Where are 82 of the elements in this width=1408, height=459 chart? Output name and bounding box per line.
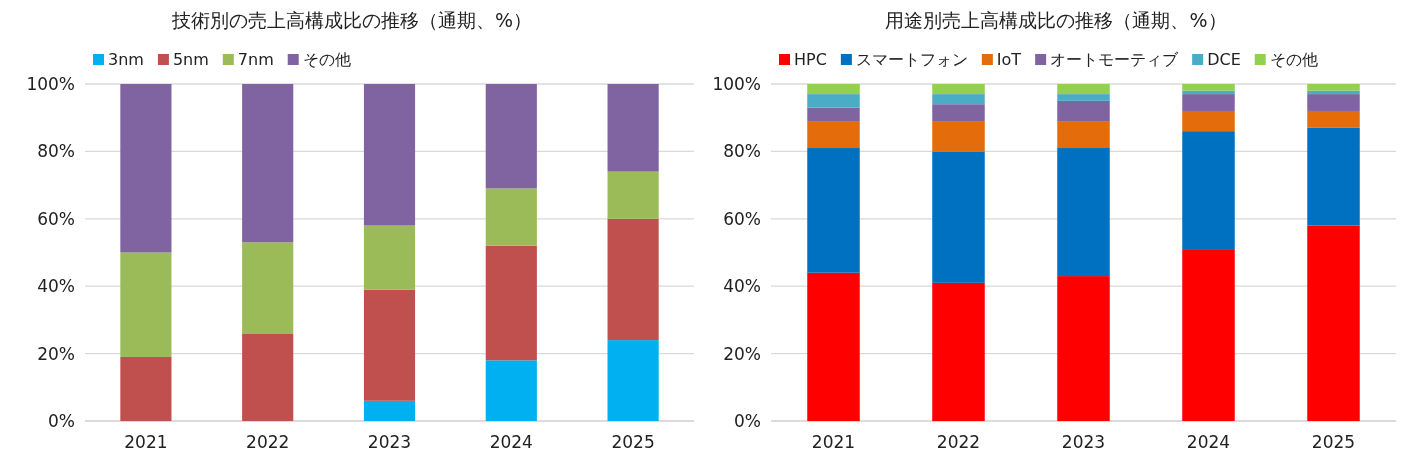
bar: [485, 188, 537, 246]
bar: [932, 104, 985, 122]
bar: [807, 148, 860, 273]
legend-label: HPC: [794, 50, 827, 69]
legend-label: 5nm: [172, 50, 209, 69]
bar: [607, 84, 659, 172]
bar: [363, 289, 416, 401]
x-tick-label: 2023: [1061, 432, 1106, 452]
x-tick-label: 2021: [124, 432, 168, 452]
bar: [932, 282, 985, 421]
legend-label: その他: [1269, 50, 1318, 69]
x-tick-label: 2024: [1186, 432, 1231, 452]
bar: [1182, 94, 1235, 111]
bar: [242, 84, 294, 243]
bar: [1307, 127, 1360, 226]
legend-label: その他: [302, 50, 351, 69]
bar: [1307, 110, 1360, 128]
bar: [1182, 249, 1235, 421]
y-tick-label: 80%: [723, 141, 761, 162]
legend-label: スマートフォン: [855, 50, 968, 69]
bar: [363, 400, 416, 421]
y-tick-label: 0%: [734, 411, 761, 431]
x-tick-label: 2021: [811, 432, 856, 452]
bar: [932, 151, 985, 283]
bar: [1057, 148, 1110, 277]
y-tick-label: 40%: [37, 276, 75, 297]
bar: [932, 84, 985, 95]
bar: [363, 84, 416, 226]
x-tick-label: 2025: [1311, 432, 1356, 452]
legend-label: 7nm: [237, 50, 274, 69]
bar: [807, 84, 860, 95]
y-tick-label: 0%: [48, 411, 75, 431]
bar: [807, 107, 860, 122]
x-tick-label: 2025: [611, 432, 655, 452]
legend-label: DCE: [1207, 50, 1241, 69]
bar: [1057, 121, 1110, 149]
bar: [120, 84, 172, 253]
x-tick-label: 2023: [367, 432, 412, 452]
bar: [1182, 131, 1235, 250]
bar: [607, 218, 659, 341]
legend-label: 3nm: [108, 50, 144, 69]
y-tick-label: 20%: [37, 343, 75, 364]
x-tick-label: 2022: [246, 432, 290, 452]
x-tick-label: 2022: [936, 432, 981, 452]
y-tick-label: 40%: [723, 276, 761, 297]
bar: [607, 171, 659, 219]
bar: [1182, 90, 1235, 95]
bar: [485, 84, 537, 189]
legend-label: オートモーティブ: [1050, 50, 1180, 69]
chart-title: 技術別の売上高構成比の推移（通期、%）: [170, 9, 533, 31]
x-tick-label: 2024: [489, 432, 533, 452]
bar: [242, 333, 294, 421]
bar: [932, 121, 985, 152]
bar: [1182, 84, 1235, 91]
bar: [1307, 84, 1360, 91]
bar: [363, 225, 416, 290]
y-tick-label: 100%: [26, 74, 75, 94]
y-tick-label: 60%: [37, 208, 75, 229]
bar: [1307, 225, 1360, 421]
bar: [485, 245, 537, 361]
bar: [1057, 94, 1110, 101]
chart-title: 用途別売上高構成比の推移（通期、%）: [885, 9, 1227, 31]
bar: [807, 94, 860, 108]
bar: [807, 121, 860, 149]
bar: [120, 356, 172, 421]
bar: [485, 360, 537, 421]
y-tick-label: 100%: [712, 74, 761, 94]
bar: [120, 252, 172, 357]
bar: [1057, 84, 1110, 95]
bar: [607, 340, 659, 421]
bar: [932, 94, 985, 105]
bar: [1307, 94, 1360, 111]
bar: [1182, 110, 1235, 132]
bar: [242, 242, 294, 334]
bar: [807, 272, 860, 421]
bar: [1057, 100, 1110, 122]
bar: [1057, 276, 1110, 421]
y-tick-label: 80%: [37, 141, 75, 162]
legend-label: IoT: [996, 50, 1022, 69]
y-tick-label: 20%: [723, 343, 761, 364]
y-tick-label: 60%: [723, 208, 761, 229]
bar: [1307, 90, 1360, 95]
